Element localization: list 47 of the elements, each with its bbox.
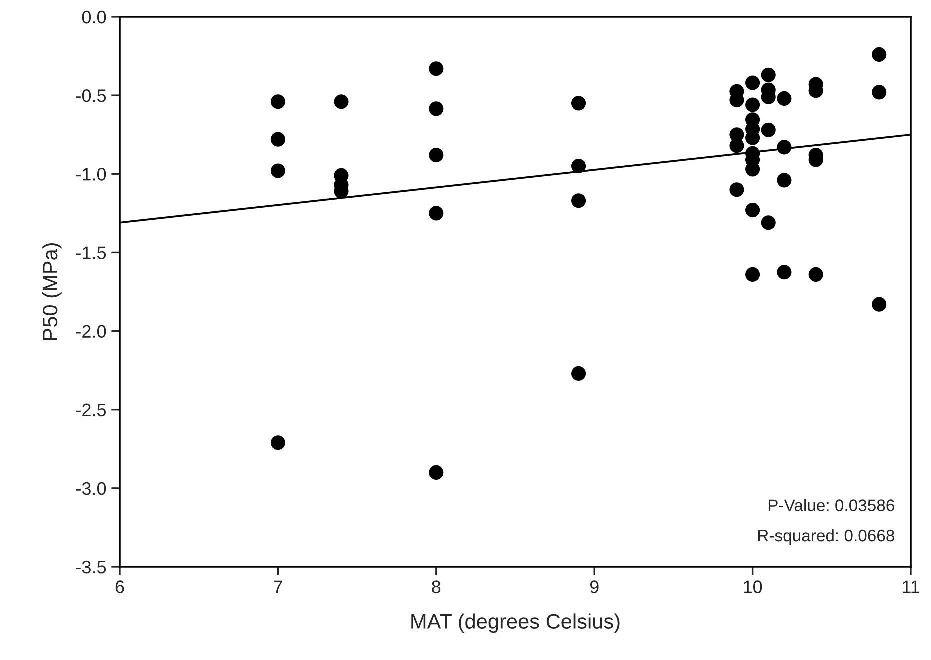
y-tick-label: -0.5 xyxy=(76,90,106,102)
point xyxy=(429,148,444,163)
y-tick-label: -1.0 xyxy=(76,168,106,181)
point xyxy=(777,173,792,188)
point xyxy=(746,267,760,282)
y-axis-title: P50 (MPa) xyxy=(42,244,62,340)
point xyxy=(270,164,286,178)
y-tick-label: 0.0 xyxy=(82,10,106,24)
point xyxy=(777,91,792,106)
point xyxy=(429,206,444,221)
point xyxy=(777,265,792,280)
point xyxy=(746,98,760,112)
point xyxy=(746,203,760,218)
x-tick-label: 10 xyxy=(744,580,762,594)
point xyxy=(334,94,349,110)
point xyxy=(571,366,586,381)
point xyxy=(872,85,887,100)
point xyxy=(746,76,760,90)
point xyxy=(571,194,586,208)
point xyxy=(761,216,776,230)
y-tick-label: -3.5 xyxy=(76,560,106,574)
x-tick-label: 9 xyxy=(590,580,599,594)
annotation: R-squared: 0.0668 xyxy=(758,529,894,545)
point xyxy=(429,465,444,480)
x-tick-label: 7 xyxy=(274,580,282,594)
point xyxy=(270,436,286,450)
y-tick-label: -1.5 xyxy=(76,246,106,260)
annotation: P-Value: 0.03586 xyxy=(768,499,894,512)
point xyxy=(761,68,776,82)
point xyxy=(270,94,286,110)
point xyxy=(761,122,776,138)
point xyxy=(429,102,444,116)
point xyxy=(571,96,586,111)
point xyxy=(872,47,887,62)
x-tick-label: 6 xyxy=(116,580,124,594)
x-tick-label: 11 xyxy=(903,580,920,594)
point xyxy=(270,132,286,147)
point xyxy=(429,62,444,76)
y-tick-label: -2.5 xyxy=(76,404,106,417)
x-tick-label: 8 xyxy=(432,580,441,594)
x-axis-title: MAT (degrees Celsius) xyxy=(412,614,620,634)
y-tick-label: -2.0 xyxy=(76,325,106,338)
point xyxy=(872,297,887,312)
point xyxy=(730,182,744,198)
point xyxy=(730,138,744,154)
point xyxy=(808,267,824,282)
y-tick-label: -3.0 xyxy=(76,482,106,496)
